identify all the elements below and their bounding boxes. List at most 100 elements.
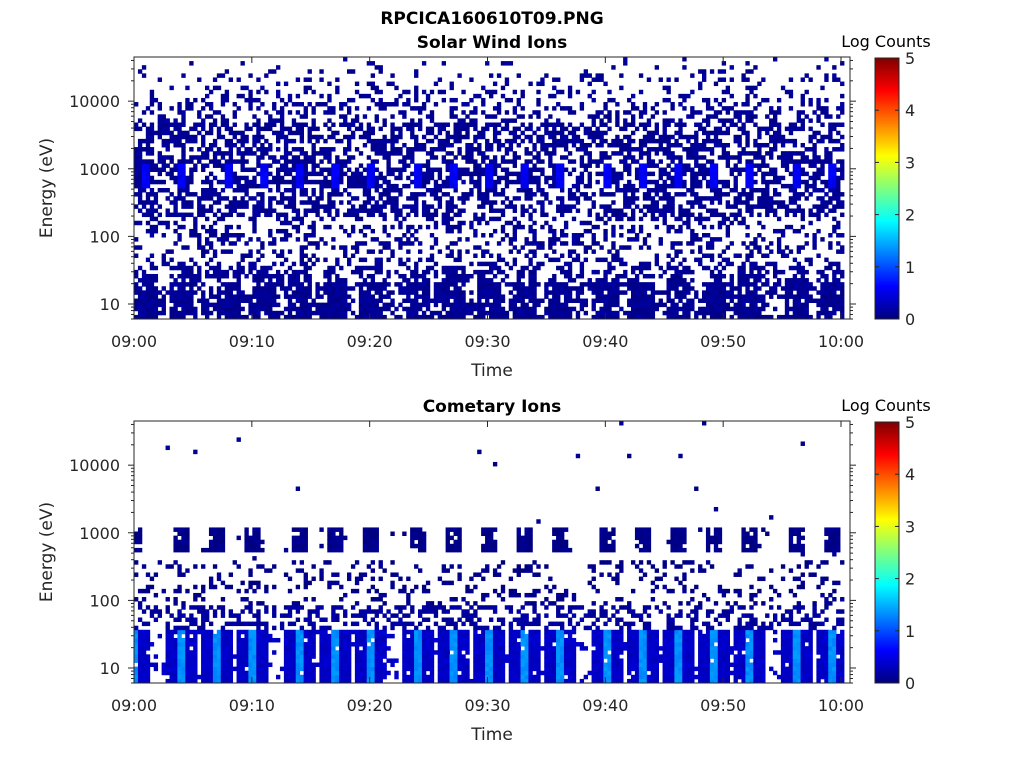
heatmap-cell bbox=[216, 196, 222, 201]
heatmap-cell bbox=[485, 290, 490, 295]
heatmap-cell bbox=[425, 208, 431, 213]
heatmap-cell bbox=[370, 159, 376, 164]
heatmap-cell bbox=[323, 151, 328, 156]
heatmap-cell bbox=[690, 204, 695, 209]
heatmap-cell bbox=[244, 273, 249, 279]
heatmap-cell bbox=[808, 298, 813, 304]
heatmap-cell bbox=[773, 286, 778, 291]
heatmap-cell bbox=[670, 208, 675, 213]
heatmap-cell bbox=[615, 286, 620, 291]
heatmap-cell bbox=[350, 245, 356, 250]
heatmap-cell bbox=[654, 290, 660, 295]
heatmap-cell bbox=[137, 192, 143, 197]
heatmap-cell bbox=[646, 261, 652, 267]
heatmap-cell bbox=[496, 138, 502, 144]
heatmap-cell bbox=[520, 179, 525, 185]
heatmap-cell bbox=[161, 253, 166, 258]
heatmap-cell bbox=[733, 294, 738, 299]
heatmap-cell bbox=[287, 110, 293, 115]
heatmap-cell bbox=[702, 306, 707, 312]
heatmap-cell bbox=[646, 155, 652, 160]
heatmap-cell bbox=[295, 310, 301, 316]
heatmap-cell bbox=[516, 142, 521, 148]
heatmap-cell bbox=[477, 298, 482, 304]
heatmap-cell bbox=[343, 286, 348, 291]
heatmap-cell bbox=[398, 302, 403, 308]
heatmap-cell bbox=[619, 290, 624, 295]
heatmap-cell bbox=[512, 130, 518, 136]
heatmap-cell bbox=[260, 142, 265, 148]
heatmap-cell bbox=[469, 77, 474, 82]
heatmap-cell bbox=[674, 265, 679, 271]
heatmap-cell bbox=[287, 126, 293, 132]
heatmap-cell bbox=[579, 298, 585, 304]
heatmap-cell bbox=[694, 134, 699, 140]
heatmap-cell bbox=[638, 151, 644, 156]
heatmap-cell bbox=[540, 212, 545, 218]
heatmap-cell bbox=[556, 183, 561, 189]
heatmap-cell bbox=[583, 142, 589, 148]
heatmap-cell bbox=[567, 269, 573, 275]
heatmap-cell bbox=[776, 314, 782, 320]
heatmap-cell bbox=[331, 216, 336, 222]
heatmap-cell bbox=[721, 212, 727, 218]
heatmap-cell bbox=[299, 134, 305, 140]
heatmap-cell bbox=[595, 126, 600, 132]
heatmap-cell bbox=[394, 200, 399, 205]
heatmap-cell bbox=[201, 155, 206, 160]
heatmap-cell bbox=[350, 69, 356, 74]
heatmap-cell bbox=[725, 233, 731, 238]
heatmap-cell bbox=[627, 151, 632, 156]
heatmap-cell bbox=[256, 249, 261, 254]
heatmap-cell bbox=[796, 278, 802, 283]
heatmap-cell bbox=[674, 216, 679, 222]
heatmap-cell bbox=[386, 245, 391, 250]
heatmap-cell bbox=[457, 134, 462, 140]
heatmap-cell bbox=[611, 290, 616, 295]
heatmap-cell bbox=[276, 93, 281, 99]
heatmap-cell bbox=[686, 93, 691, 99]
heatmap-cell bbox=[595, 142, 600, 148]
heatmap-cell bbox=[224, 97, 230, 103]
heatmap-cell bbox=[792, 179, 798, 185]
heatmap-cell bbox=[520, 163, 525, 168]
heatmap-cell bbox=[181, 167, 186, 173]
heatmap-cell bbox=[441, 286, 447, 291]
heatmap-cell bbox=[761, 273, 766, 279]
heatmap-cell bbox=[335, 85, 340, 91]
heatmap-cell bbox=[512, 233, 518, 238]
heatmap-cell bbox=[421, 106, 427, 111]
heatmap-cell bbox=[453, 282, 458, 287]
heatmap-cell bbox=[544, 73, 549, 78]
heatmap-cell bbox=[374, 286, 379, 291]
heatmap-cell bbox=[311, 167, 316, 173]
heatmap-cell bbox=[279, 212, 285, 218]
heatmap-cell bbox=[177, 102, 182, 107]
heatmap-cell bbox=[489, 93, 494, 99]
heatmap-cell bbox=[560, 200, 565, 205]
heatmap-cell bbox=[358, 151, 364, 156]
heatmap-cell bbox=[307, 257, 312, 263]
heatmap-cell bbox=[350, 253, 356, 258]
heatmap-cell bbox=[201, 142, 206, 148]
heatmap-cell bbox=[595, 298, 600, 304]
heatmap-cell bbox=[709, 147, 715, 152]
heatmap-cell bbox=[189, 302, 194, 308]
heatmap-cell bbox=[528, 290, 533, 295]
heatmap-cell bbox=[252, 179, 257, 185]
heatmap-cell bbox=[520, 175, 525, 181]
heatmap-cell bbox=[236, 212, 241, 218]
heatmap-cell bbox=[504, 183, 510, 189]
heatmap-cell bbox=[800, 310, 805, 316]
heatmap-cell bbox=[642, 286, 648, 291]
heatmap-cell bbox=[489, 183, 494, 189]
heatmap-cell bbox=[220, 122, 226, 127]
heatmap-cell bbox=[560, 130, 565, 136]
heatmap-cell bbox=[757, 204, 762, 209]
heatmap-cell bbox=[236, 233, 241, 238]
heatmap-cell bbox=[331, 200, 336, 205]
heatmap-cell bbox=[256, 278, 261, 283]
heatmap-cell bbox=[544, 179, 549, 185]
heatmap-cell bbox=[544, 310, 549, 316]
heatmap-cell bbox=[532, 310, 537, 316]
